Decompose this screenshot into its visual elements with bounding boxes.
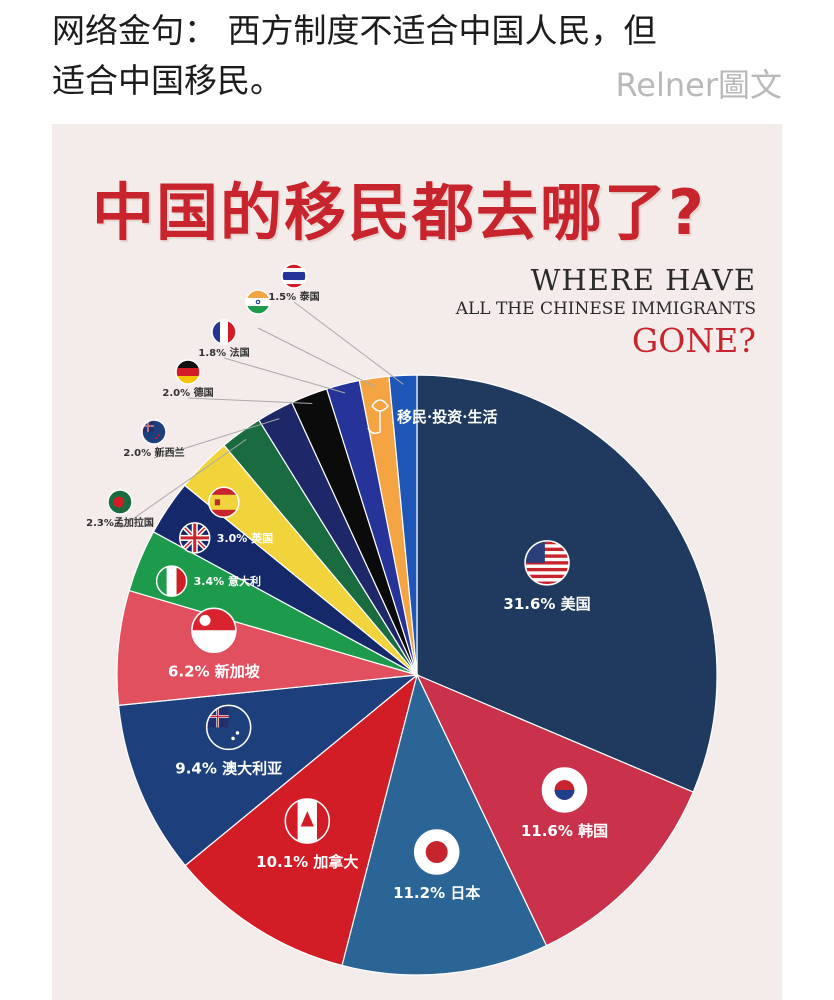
logo-text: 移民·投资·生活 (397, 408, 497, 426)
pie-slice-0 (416, 374, 718, 793)
leader-line (187, 397, 313, 404)
slice-label-3: 10.1% 加拿大 (256, 798, 358, 871)
japan-flag-icon (414, 830, 459, 875)
slice-value-label: 11.6% 韩国 (521, 822, 608, 840)
slice-label-11: 2.0% 德国 (162, 359, 313, 404)
slice-value-label: 2.0% 新西兰 (123, 446, 184, 459)
english-title-line-3: GONE? (631, 321, 756, 360)
english-title-line-2: ALL THE CHINESE IMMIGRANTS (455, 299, 756, 319)
caption-line-2: 适合中国移民。 (52, 61, 283, 100)
slice-label-2: 11.2% 日本 (393, 829, 480, 902)
slice-label-12: 1.8% 法国 (198, 319, 346, 394)
india-flag-icon (246, 290, 270, 314)
slice-value-label: 11.2% 日本 (393, 884, 480, 902)
slice-label-0: 31.6% 美国 (503, 540, 591, 613)
slice-value-label: 9.4% 澳大利亚 (175, 759, 282, 777)
slice-label-9: 2.3%孟加拉国 (86, 438, 247, 529)
pie-slice-2 (341, 673, 548, 976)
italy-flag-icon (156, 566, 187, 597)
pie-slice-5 (116, 589, 418, 707)
slice-label-5: 6.2% 新加坡 (168, 607, 260, 680)
slice-label-7: 3.0% 英国 (179, 522, 273, 554)
slice-value-label: 3.4% 意大利 (194, 574, 261, 588)
slice-value-label: 2.3%孟加拉国 (86, 516, 154, 529)
post-caption: 网络金句： 西方制度不适合中国人民，但 适合中国移民。 (52, 6, 792, 106)
slice-label-14: 1.5% 泰国 (268, 263, 404, 385)
slice-value-label: 31.6% 美国 (503, 595, 590, 613)
leader-line (223, 357, 346, 394)
slice-label-10: 2.0% 新西兰 (123, 418, 280, 459)
logo-icon (367, 399, 389, 435)
leader-line (257, 327, 376, 388)
spain-flag-icon (208, 487, 239, 518)
infographic-poster: 中国的移民都去哪了? WHERE HAVE ALL THE CHINESE IM… (52, 124, 782, 1000)
slice-value-label: 1.5% 泰国 (268, 290, 319, 303)
watermark: Relner圖文 (615, 66, 782, 104)
slice-value-label: 10.1% 加拿大 (256, 853, 358, 871)
leader-line (153, 418, 280, 459)
pie-labels: 31.6% 美国 11.6% 韩国 11.2% 日本 10.1% 加拿大 9.4% 澳大… (86, 263, 608, 902)
slice-value-label: 1.8% 法国 (198, 346, 249, 359)
slice-value-label: 3.0% 英国 (217, 531, 273, 545)
uk-flag-icon (179, 522, 210, 553)
chart-title: 中国的移民都去哪了? (92, 176, 706, 249)
leader-line (293, 301, 404, 385)
english-title-line-1: WHERE HAVE (530, 263, 756, 297)
singapore-flag-icon (191, 608, 236, 653)
english-title: WHERE HAVE ALL THE CHINESE IMMIGRANTS GO… (456, 262, 756, 362)
pie-slice-14 (388, 374, 418, 676)
slice-label-6: 3.4% 意大利 (155, 565, 261, 597)
pie-slices (116, 374, 718, 976)
slice-value-label: 6.2% 新加坡 (168, 662, 260, 680)
slice-label-13 (245, 289, 376, 388)
australia-flag-icon (206, 705, 251, 750)
pie-chart: 31.6% 美国 11.6% 韩国 11.2% 日本 10.1% 加拿大 9.4% 澳大… (86, 263, 718, 976)
slice-value-label: 2.0% 德国 (162, 386, 213, 399)
leader-line (119, 438, 247, 529)
slice-label-8 (208, 486, 240, 519)
france-flag-icon (212, 320, 236, 344)
pie-slice-4 (117, 674, 419, 867)
korea-flag-icon (542, 767, 587, 812)
usa-flag-icon (525, 540, 570, 585)
caption-line-1: 网络金句： 西方制度不适合中国人民，但 (52, 11, 657, 50)
slice-label-1: 11.6% 韩国 (521, 767, 608, 840)
germany-flag-icon (176, 360, 200, 384)
slice-label-4: 9.4% 澳大利亚 (175, 704, 282, 777)
